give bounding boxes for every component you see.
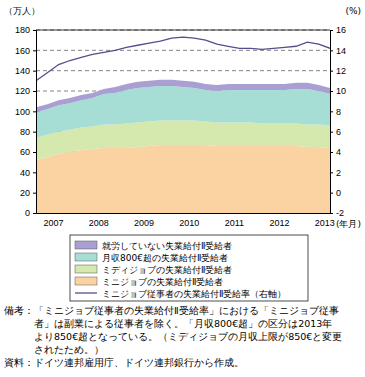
tick-label: 16 [336,25,346,35]
tick-mark [33,111,36,112]
marks [36,37,330,213]
y2-axis: -2 0 2 4 6 8 10 12 14 16 [330,25,346,218]
legend-swatch [75,292,97,293]
tick-mark [330,71,333,72]
area [36,80,330,113]
legend-box [70,235,308,301]
tick-mark [33,213,36,214]
legend-swatch [75,265,97,273]
frame-line [36,30,330,31]
tick-label: 40 [20,168,30,178]
tick-label: 80 [20,127,30,137]
tick-label: 10 [336,86,346,96]
tick-label: 20 [20,188,30,198]
tick-mark [33,30,36,31]
tick-mark [330,30,333,31]
line [36,37,330,81]
legend-swatch [75,277,97,285]
tick-mark [33,91,36,92]
area [36,145,330,213]
legend-label: 就労していない失業給付Ⅱ受給者 [102,241,232,251]
x-axis: 2007 2008 2009 2010 2011 2012 2013 [37,214,335,228]
tick-label: 120 [15,86,30,96]
tick-label: 140 [15,66,30,76]
tick-label: 4 [336,147,341,157]
tick-label: 2013 [315,218,335,228]
annotation: より850€超となっている。（ミディジョブの月収上限が850€と変更 [34,331,342,342]
tick-mark [330,132,333,133]
tick-label: 8 [336,107,341,117]
legend-swatch [75,253,97,261]
tick-label: 0 [336,188,341,198]
legend-label: 月収800€超の失業給付Ⅱ受給者 [102,253,228,263]
tick-mark [330,193,333,194]
tick-label: 6 [336,127,341,137]
annotation: 資料：ドイツ連邦雇用庁、ドイツ連邦銀行から作成。 [4,357,244,368]
tick-label: 180 [15,25,30,35]
chart: 0 20 40 60 80 100 120 140 160 180 -2 0 2 4 6 8 10 12 14 16 2… [0,0,365,377]
tick-label: 100 [15,107,30,117]
tick-label: 2 [336,168,341,178]
tick-mark [33,193,36,194]
tick-mark [33,172,36,173]
annotation: 者」は副業による従事者を除く。「月収800€超」の区分は2013年 [34,318,332,329]
grid-line [36,50,330,51]
tick-mark [33,152,36,153]
tick-label: -2 [336,208,344,218]
plot: 0 20 40 60 80 100 120 140 160 180 -2 0 2 4 6 8 10 12 14 16 2… [15,25,346,228]
legend-label: ミニジョブ従事者の失業給付Ⅱ受給率（右軸） [102,289,286,299]
axis-line [37,213,331,214]
tick-label: 2008 [89,218,109,228]
tick-mark [330,172,333,173]
tick-label: 2012 [270,218,290,228]
legend: 就労していない失業給付Ⅱ受給者月収800€超の失業給付Ⅱ受給者ミディジョブの失業… [70,235,308,301]
x-axis-title: (年月) [336,219,361,229]
tick-label: 12 [336,66,346,76]
tick-label: 2010 [179,218,199,228]
y-axis: 0 20 40 60 80 100 120 140 160 180 [15,25,37,218]
tick-mark [330,50,333,51]
legend-label: ミニジョブの失業給付Ⅱ受給者 [102,277,223,287]
annotation: 備考：「ミニジョブ従事者の失業給付Ⅱ受給率」における「ミニジョブ従事 [4,305,339,316]
y-axis-title: （万人） [4,6,40,16]
tick-label: 60 [20,147,30,157]
grid-line [36,70,330,71]
legend-swatch [75,241,97,249]
axis-line [331,31,334,214]
annotation: されたため。） [34,344,104,355]
tick-mark [33,132,36,133]
axis-line [33,31,37,214]
tick-mark [330,91,333,92]
tick-label: 2007 [43,218,63,228]
grid-line [36,30,330,31]
y2-axis-title: (%) [345,6,361,16]
tick-label: 2011 [225,218,244,228]
tick-mark [330,152,333,153]
tick-label: 2009 [134,218,154,228]
tick-label: 0 [25,208,30,218]
tick-mark [33,71,36,72]
tick-mark [33,50,36,51]
area [36,86,330,138]
tick-label: 14 [336,46,346,56]
tick-mark [330,111,333,112]
tick-label: 160 [15,46,30,56]
legend-label: ミディジョブの失業給付Ⅱ受給者 [102,265,232,275]
grid [36,30,330,213]
